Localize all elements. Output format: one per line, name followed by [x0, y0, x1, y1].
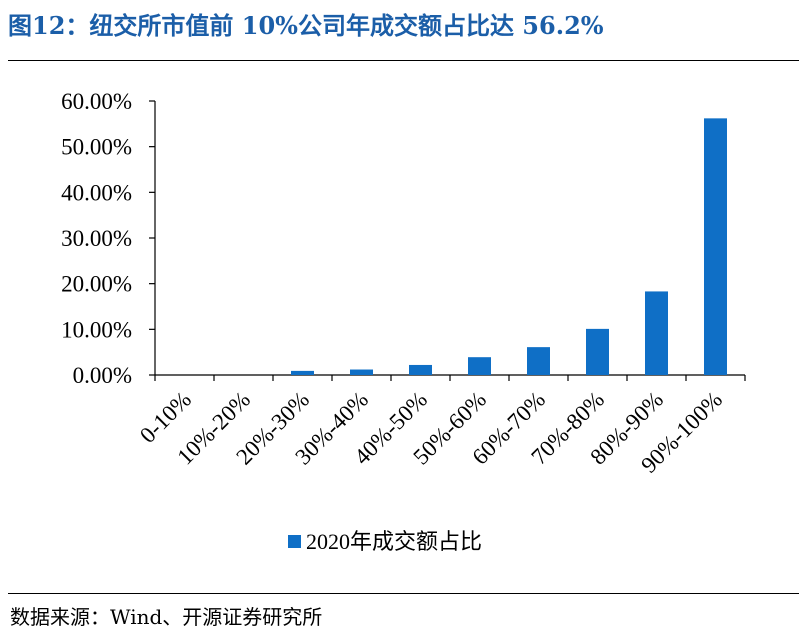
- y-tick-label: 60.00%: [61, 89, 132, 114]
- bar-50%-60%: [468, 357, 491, 375]
- x-axis: 0-10%10%-20%20%-30%30%-40%40%-50%50%-60%…: [135, 374, 746, 478]
- title-divider: [8, 60, 799, 61]
- legend-label: 2020年成交额占比: [306, 529, 482, 554]
- bar-40%-50%: [409, 364, 432, 375]
- y-axis: 0.00% 10.00% 20.00% 30.00% 40.00% 50.00% 60.00…: [61, 89, 156, 388]
- bars: [291, 118, 727, 375]
- legend: 2020年成交额占比: [288, 529, 482, 554]
- y-tick-label: 10.00%: [61, 317, 132, 342]
- bar-60%-70%: [527, 347, 550, 375]
- bar-30%-40%: [350, 369, 373, 375]
- legend-swatch: [288, 535, 301, 548]
- bar-80%-90%: [645, 291, 668, 375]
- source-note: 数据来源：Wind、开源证券研究所: [10, 605, 323, 629]
- y-tick-label: 0.00%: [73, 363, 132, 388]
- y-tick-label: 40.00%: [61, 180, 132, 205]
- y-tick-label: 20.00%: [61, 272, 132, 297]
- bar-70%-80%: [586, 328, 609, 375]
- bar-20%-30%: [291, 370, 314, 375]
- bar-chart: 0.00% 10.00% 20.00% 30.00% 40.00% 50.00% 60.00…: [61, 89, 746, 554]
- chart-title: 图12：纽交所市值前 10%公司年成交额占比达 56.2%: [8, 11, 604, 40]
- y-tick-label: 30.00%: [61, 226, 132, 251]
- source-divider: [8, 593, 799, 594]
- y-tick-label: 50.00%: [61, 135, 132, 160]
- bar-90%-100%: [704, 118, 727, 375]
